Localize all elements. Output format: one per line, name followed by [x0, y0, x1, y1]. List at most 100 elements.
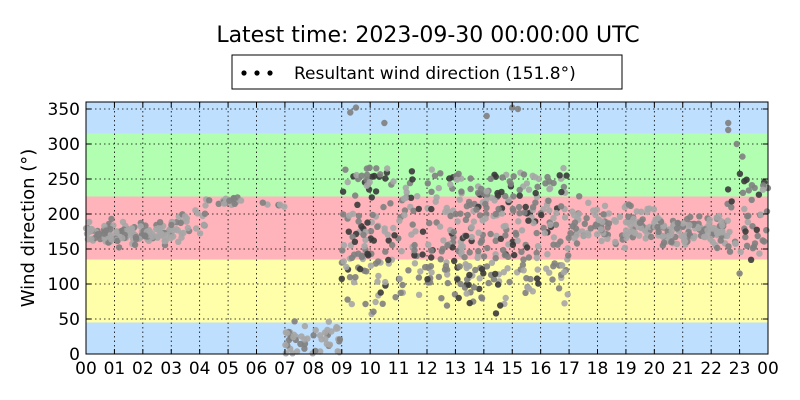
y-tick-label: 50 [58, 310, 80, 330]
data-point [447, 212, 454, 220]
data-point [463, 262, 471, 269]
data-point [344, 296, 351, 303]
data-point [424, 276, 431, 283]
data-point [522, 289, 529, 297]
data-point [544, 251, 551, 258]
data-point [512, 229, 519, 237]
data-point [725, 119, 732, 127]
data-point [343, 263, 350, 271]
data-point [509, 241, 517, 248]
data-point [466, 299, 473, 307]
data-point [137, 223, 144, 230]
data-point [119, 234, 126, 242]
data-point [597, 226, 604, 233]
data-point [333, 325, 340, 332]
data-point [318, 336, 325, 343]
data-point [352, 104, 360, 111]
data-point [301, 345, 308, 352]
data-point [713, 214, 720, 221]
data-point [747, 256, 755, 263]
data-point [444, 279, 451, 287]
data-point [559, 262, 566, 269]
data-point [494, 281, 502, 288]
data-point [355, 212, 363, 220]
data-point [736, 270, 743, 277]
data-point [441, 266, 449, 273]
data-point [739, 189, 747, 196]
data-point [706, 216, 713, 223]
data-point [369, 211, 376, 219]
y-tick-label: 150 [48, 240, 80, 260]
data-point [483, 112, 490, 120]
data-point [516, 210, 523, 217]
data-point [86, 218, 93, 226]
data-point [348, 300, 355, 308]
data-point [468, 233, 475, 241]
data-point [358, 223, 365, 230]
data-point [458, 188, 465, 195]
data-point [385, 256, 392, 264]
y-tick-label: 200 [48, 205, 80, 225]
y-tick-label: 0 [69, 345, 80, 365]
data-point [754, 232, 761, 240]
data-point [196, 230, 204, 237]
data-point [173, 226, 180, 233]
data-point [438, 248, 445, 255]
x-tick-label: 12 [416, 359, 438, 379]
data-point [492, 255, 499, 262]
data-point [477, 239, 484, 246]
data-point [553, 209, 560, 217]
x-tick-label: 00 [75, 359, 97, 379]
data-point [549, 276, 556, 283]
data-point [366, 164, 373, 171]
data-point [453, 176, 460, 183]
data-point [392, 294, 399, 301]
data-point [409, 176, 416, 183]
data-point [511, 251, 518, 259]
data-point [340, 242, 348, 249]
data-point [463, 290, 470, 297]
data-point [170, 233, 177, 240]
data-point [515, 203, 523, 211]
data-point [370, 308, 377, 315]
data-point [454, 218, 461, 225]
data-point [502, 222, 509, 230]
data-point [668, 227, 675, 235]
x-tick-label: 11 [388, 359, 410, 379]
data-point [550, 241, 557, 248]
data-point [743, 242, 751, 249]
data-point [476, 275, 483, 282]
data-point [659, 242, 667, 249]
data-point [660, 223, 667, 230]
data-point [467, 175, 474, 182]
data-point [556, 172, 563, 179]
data-point [501, 251, 509, 259]
data-point [533, 249, 540, 257]
data-point [437, 170, 444, 177]
data-point [347, 109, 354, 116]
data-point [604, 235, 611, 242]
data-point [390, 224, 397, 232]
data-point [354, 201, 361, 208]
data-point [411, 241, 418, 249]
data-point [310, 332, 317, 339]
data-point [520, 171, 528, 178]
data-point [678, 232, 685, 240]
data-point [367, 262, 375, 269]
data-point [428, 166, 435, 173]
data-point [108, 236, 115, 243]
data-point [560, 183, 568, 191]
data-point [492, 237, 499, 244]
data-point [428, 247, 435, 254]
data-point [491, 197, 498, 204]
x-tick-label: 18 [587, 359, 609, 379]
data-point [530, 219, 537, 227]
data-point [547, 221, 554, 228]
x-tick-label: 17 [558, 359, 580, 379]
data-point [498, 188, 505, 196]
data-point [500, 246, 507, 254]
data-point [480, 253, 488, 260]
data-point [544, 173, 551, 181]
data-point [321, 329, 329, 336]
data-point [372, 298, 379, 306]
